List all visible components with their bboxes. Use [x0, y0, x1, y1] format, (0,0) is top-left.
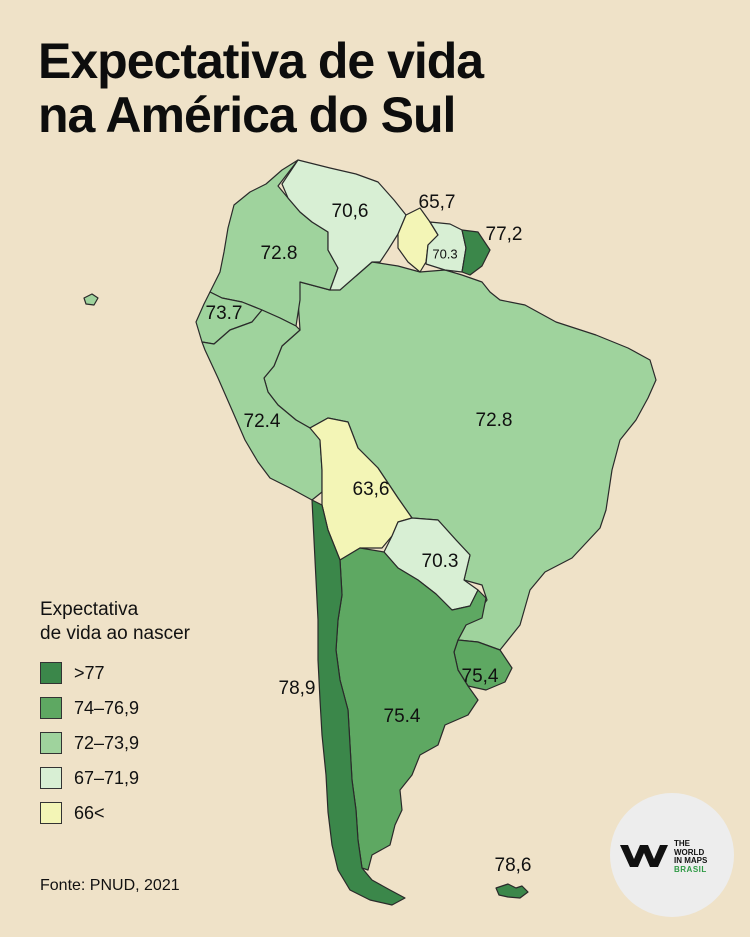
legend-item: 72–73,9 — [40, 732, 190, 754]
value-peru: 72.4 — [244, 411, 281, 432]
wm-logo-icon — [620, 845, 668, 867]
legend-items: >77 74–76,9 72–73,9 67–71,9 66< — [40, 662, 190, 824]
value-falklands: 78,6 — [495, 855, 532, 876]
value-brazil: 72.8 — [476, 410, 513, 431]
map-legend: Expectativa de vida ao nascer >77 74–76,… — [40, 598, 190, 837]
country-chile[interactable] — [311, 499, 406, 906]
legend-swatch — [40, 802, 62, 824]
value-guyana: 65,7 — [419, 192, 456, 213]
legend-label: >77 — [74, 662, 105, 683]
legend-swatch — [40, 767, 62, 789]
legend-title-line-2: de vida ao nascer — [40, 623, 190, 644]
country-suriname[interactable] — [425, 221, 467, 273]
page-title: Expectativa de vida na América do Sul — [38, 33, 484, 143]
legend-item: 66< — [40, 802, 190, 824]
value-suriname: 70.3 — [432, 246, 457, 261]
logo-line-3: IN MAPS — [674, 856, 708, 865]
legend-swatch — [40, 697, 62, 719]
logo-line-4: BRASIL — [674, 864, 707, 874]
legend-label: 67–71,9 — [74, 767, 140, 788]
value-chile: 78,9 — [279, 678, 316, 699]
legend-item: 74–76,9 — [40, 697, 190, 719]
value-uruguay: 75,4 — [462, 666, 499, 687]
value-ecuador: 73.7 — [206, 303, 243, 324]
galapagos-islands — [83, 293, 99, 306]
country-french-guiana[interactable] — [461, 229, 491, 276]
brand-logo: THE WORLD IN MAPS BRASIL — [610, 793, 734, 917]
value-argentina: 75.4 — [384, 706, 421, 727]
country-venezuela[interactable] — [281, 159, 407, 291]
logo-line-1: THE — [674, 839, 690, 848]
legend-item: 67–71,9 — [40, 767, 190, 789]
country-falklands[interactable] — [495, 883, 529, 899]
title-line-2: na América do Sul — [38, 87, 456, 143]
value-french-guiana: 77,2 — [486, 224, 523, 245]
value-paraguay: 70.3 — [422, 551, 459, 572]
title-line-1: Expectativa de vida — [38, 33, 484, 89]
legend-title: Expectativa de vida ao nascer — [40, 598, 190, 646]
value-venezuela: 70,6 — [332, 201, 369, 222]
legend-label: 66< — [74, 802, 105, 823]
legend-label: 72–73,9 — [74, 732, 140, 753]
value-colombia: 72.8 — [261, 243, 298, 264]
source-note: Fonte: PNUD, 2021 — [40, 877, 180, 894]
logo-line-2: WORLD — [674, 847, 705, 857]
legend-title-line-1: Expectativa — [40, 599, 139, 620]
legend-item: >77 — [40, 662, 190, 684]
legend-swatch — [40, 732, 62, 754]
legend-swatch — [40, 662, 62, 684]
legend-label: 74–76,9 — [74, 697, 140, 718]
logo-text: THE WORLD IN MAPS BRASIL — [674, 839, 708, 874]
value-bolivia: 63,6 — [353, 479, 390, 500]
